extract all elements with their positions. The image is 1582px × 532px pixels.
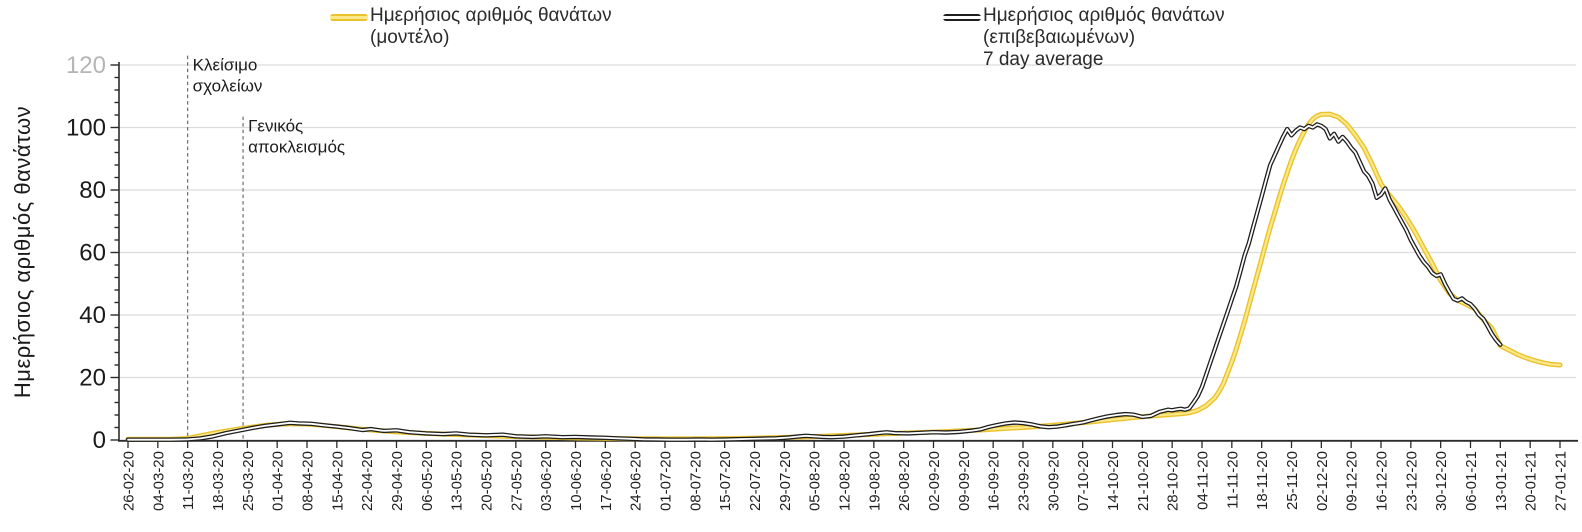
legend-label-model-line-0: Ημερήσιος αριθμός θανάτων <box>370 5 612 26</box>
y-tick-label-100: 100 <box>66 115 106 142</box>
x-tick-label-42: 16-12-20 <box>1374 451 1391 511</box>
y-tick-label-40: 40 <box>79 302 106 329</box>
x-tick-label-30: 23-09-20 <box>1016 451 1033 511</box>
annotation-label-0-line-1: σχολείων <box>193 77 263 96</box>
x-tick-label-34: 21-10-20 <box>1135 451 1152 511</box>
y-tick-label-0: 0 <box>93 427 106 454</box>
x-tick-label-44: 30-12-20 <box>1433 451 1450 511</box>
annotation-label-1-line-0: Γενικός <box>248 117 303 136</box>
x-tick-label-24: 12-08-20 <box>837 451 854 511</box>
x-tick-label-17: 24-06-20 <box>628 451 645 511</box>
annotation-label-0: Κλείσιμο σχολείων <box>193 56 263 96</box>
x-tick-label-23: 05-08-20 <box>807 451 824 511</box>
x-tick-label-5: 01-04-20 <box>270 451 287 511</box>
x-tick-label-47: 20-01-21 <box>1523 451 1540 511</box>
x-tick-label-38: 18-11-20 <box>1254 451 1271 510</box>
x-tick-label-35: 28-10-20 <box>1165 451 1182 511</box>
legend-entry-confirmed: Ημερήσιος αριθμός θανάτων (επιβεβαιωμένων… <box>943 5 1225 71</box>
x-tick-label-33: 14-10-20 <box>1105 451 1122 511</box>
x-tick-label-39: 25-11-20 <box>1284 451 1301 510</box>
x-tick-label-6: 08-04-20 <box>300 451 317 511</box>
x-tick-label-2: 11-03-20 <box>180 451 197 510</box>
legend-label-confirmed-line-0: Ημερήσιος αριθμός θανάτων <box>983 5 1225 26</box>
x-tick-label-40: 02-12-20 <box>1314 451 1331 511</box>
x-tick-label-1: 04-03-20 <box>150 451 167 511</box>
series-line-confirmed-outer <box>125 122 1503 442</box>
x-tick-label-10: 06-05-20 <box>419 451 436 511</box>
x-tick-label-32: 07-10-20 <box>1075 451 1092 511</box>
x-tick-label-21: 22-07-20 <box>747 451 764 511</box>
y-axis-title: Ημερήσιος αριθμός θανάτων <box>10 105 35 399</box>
x-tick-label-37: 11-11-20 <box>1224 451 1241 509</box>
annotation-label-1: Γενικός αποκλεισμός <box>248 117 345 157</box>
x-tick-label-12: 20-05-20 <box>479 451 496 511</box>
x-tick-label-15: 10-06-20 <box>568 451 585 511</box>
legend-label-confirmed: Ημερήσιος αριθμός θανάτων (επιβεβαιωμένων… <box>983 5 1225 71</box>
x-tick-label-9: 29-04-20 <box>389 451 406 511</box>
y-tick-label-20: 20 <box>79 365 106 392</box>
x-tick-label-20: 15-07-20 <box>717 451 734 511</box>
series-line-model-inner <box>126 112 1562 441</box>
annotation-label-0-line-0: Κλείσιμο <box>193 56 258 75</box>
x-tick-label-7: 15-04-20 <box>329 451 346 511</box>
y-tick-label-80: 80 <box>79 177 106 204</box>
legend-label-model-line-1: (μοντέλο) <box>370 27 450 48</box>
x-tick-label-26: 26-08-20 <box>896 451 913 511</box>
legend-label-confirmed-line-1: (επιβεβαιωμένων) <box>983 27 1136 48</box>
x-tick-label-48: 27-01-21 <box>1553 451 1570 511</box>
x-tick-label-13: 27-05-20 <box>508 451 525 511</box>
legend-entry-model: Ημερήσιος αριθμός θανάτων (μοντέλο) <box>330 5 612 49</box>
y-tick-label-60: 60 <box>79 240 106 267</box>
x-tick-label-8: 22-04-20 <box>359 451 376 511</box>
series-line-model-outer <box>125 111 1563 442</box>
x-tick-label-29: 16-09-20 <box>986 451 1003 511</box>
x-tick-label-31: 30-09-20 <box>1045 451 1062 511</box>
legend-line-swatch-confirmed <box>943 14 981 21</box>
x-tick-label-14: 03-06-20 <box>538 451 555 511</box>
x-tick-label-25: 19-08-20 <box>866 451 883 511</box>
x-tick-label-43: 23-12-20 <box>1403 451 1420 511</box>
series-line-confirmed-inner <box>127 123 1502 441</box>
x-tick-label-46: 13-01-21 <box>1493 451 1510 511</box>
x-tick-label-18: 01-07-20 <box>658 451 675 511</box>
x-tick-label-11: 13-05-20 <box>449 451 466 511</box>
x-tick-label-4: 25-03-20 <box>240 451 257 511</box>
x-tick-label-0: 26-02-20 <box>121 451 138 511</box>
x-tick-label-19: 08-07-20 <box>687 451 704 511</box>
x-tick-label-16: 17-06-20 <box>598 451 615 511</box>
x-tick-label-36: 04-11-20 <box>1195 451 1212 510</box>
x-tick-label-28: 09-09-20 <box>956 451 973 511</box>
x-tick-label-27: 02-09-20 <box>926 451 943 511</box>
x-tick-label-45: 06-01-21 <box>1463 451 1480 511</box>
y-tick-label-120: 120 <box>66 52 106 79</box>
x-tick-label-3: 18-03-20 <box>210 451 227 511</box>
annotation-label-1-line-1: αποκλεισμός <box>248 138 345 157</box>
legend-label-confirmed-line-2: 7 day average <box>983 49 1104 70</box>
x-tick-label-41: 09-12-20 <box>1344 451 1361 511</box>
legend-line-swatch-model <box>330 14 368 21</box>
x-tick-label-22: 29-07-20 <box>777 451 794 511</box>
legend-label-model: Ημερήσιος αριθμός θανάτων (μοντέλο) <box>370 5 612 49</box>
